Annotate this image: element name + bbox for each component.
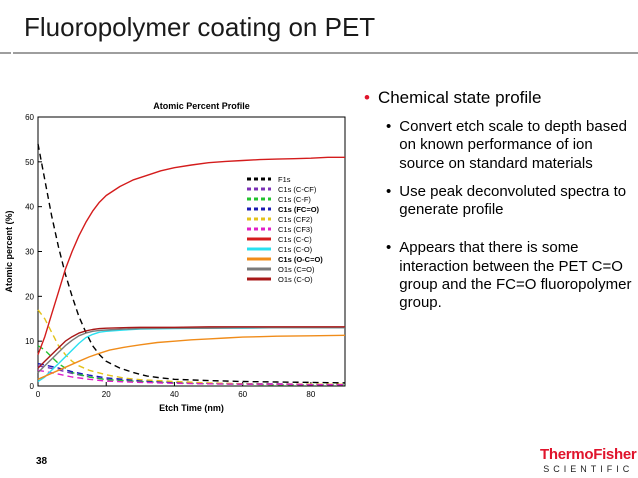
series-line-0 (37, 143, 346, 384)
bullet-main: • Chemical state profile (364, 88, 542, 107)
legend-label-4: C1s (CF2) (278, 215, 313, 224)
legend-label-0: F1s (278, 175, 291, 184)
legend-label-1: C1s (C-CF) (278, 185, 317, 194)
x-tick-label: 0 (36, 390, 41, 399)
x-axis-label: Etch Time (nm) (159, 403, 224, 413)
x-tick-label: 20 (102, 390, 111, 399)
bullet-list: • Chemical state profile • Convert etch sc… (364, 88, 634, 313)
legend-label-6: C1s (C-C) (278, 235, 312, 244)
series-line-6 (37, 156, 345, 355)
y-tick-label: 30 (25, 248, 34, 257)
series-line-4 (37, 309, 345, 385)
y-tick-label: 10 (25, 337, 34, 346)
legend-label-8: C1s (O-C=O) (278, 255, 323, 264)
chart-title: Atomic Percent Profile (153, 101, 250, 111)
y-tick-label: 50 (25, 158, 34, 167)
series-line-10 (37, 326, 345, 369)
bullet-sub-2: • Use peak deconvoluted spectra to genera… (386, 182, 627, 219)
legend-label-2: C1s (C-F) (278, 195, 311, 204)
y-tick-label: 20 (25, 292, 34, 301)
page-number: 38 (36, 456, 48, 467)
legend-label-3: C1s (FC=O) (278, 205, 320, 214)
slide-title: Fluoropolymer coating on PET (24, 12, 376, 42)
atomic-percent-chart: Atomic Percent Profile 0 10 20 30 40 50 60 0 20 40… (4, 101, 346, 413)
series-line-8 (37, 334, 346, 380)
y-axis-label: Atomic percent (%) (4, 210, 14, 292)
legend-label-5: C1s (CF3) (278, 225, 313, 234)
series-line-3 (37, 362, 345, 385)
y-tick-label: 0 (30, 382, 35, 391)
bullet-sub-1: • Convert etch scale to depth based on kn… (386, 118, 627, 172)
title-divider (0, 52, 638, 107)
legend-label-7: C1s (C-O) (278, 245, 313, 254)
series-line-5 (37, 369, 345, 386)
x-tick-label: 60 (238, 390, 247, 399)
series-line-2 (37, 345, 345, 386)
logo-line-2: SCIENTIFIC (543, 464, 634, 474)
thermo-fisher-logo: ThermoFisher SCIENTIFIC (540, 446, 637, 474)
y-tick-label: 40 (25, 203, 34, 212)
legend-label-9: O1s (C=O) (278, 265, 315, 274)
bullet-sub-3: • Appears that there is some interaction … (386, 239, 632, 312)
legend-label-10: O1s (C-O) (278, 275, 313, 284)
y-tick-label: 60 (25, 113, 34, 122)
series-line-9 (37, 326, 345, 374)
x-tick-label: 40 (170, 390, 179, 399)
logo-line-1: ThermoFisher (540, 446, 637, 463)
x-tick-label: 80 (306, 390, 315, 399)
